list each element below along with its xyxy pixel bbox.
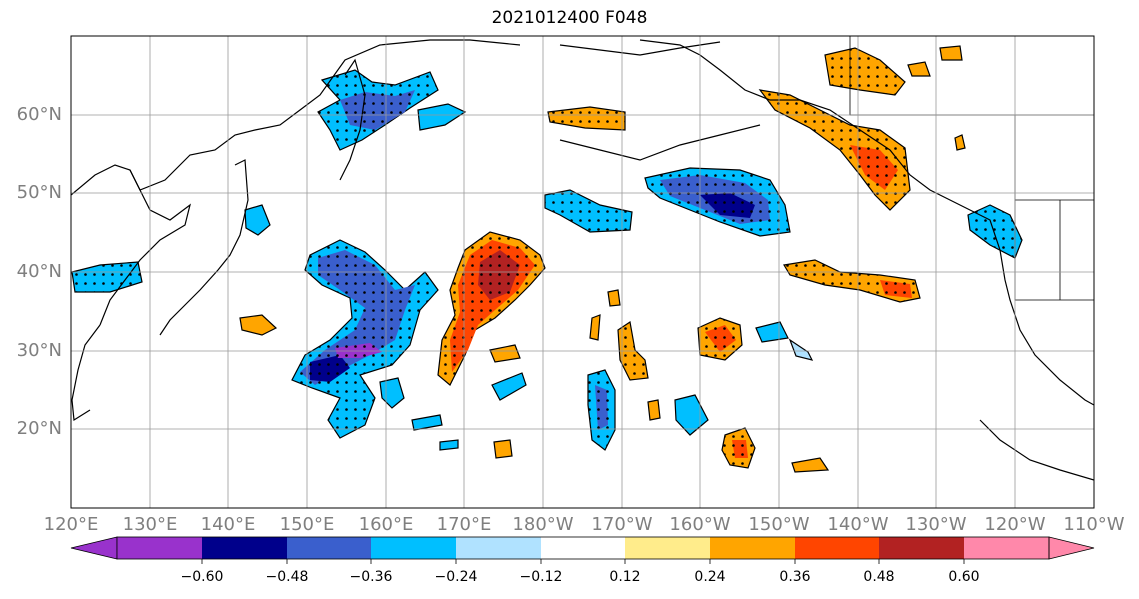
lon-label-130w: 130°W <box>905 514 967 535</box>
lon-label-120e: 120°E <box>43 514 99 535</box>
map-frame <box>70 35 1095 509</box>
lat-label-60n: 60°N <box>16 104 62 125</box>
gridlines <box>71 36 1094 508</box>
lon-label-140e: 140°E <box>200 514 256 535</box>
colorbar-label: −0.24 <box>434 569 478 585</box>
lat-label-30n: 30°N <box>16 340 62 361</box>
lon-label-180w: 180°W <box>512 514 574 535</box>
lat-label-50n: 50°N <box>16 182 62 203</box>
lon-label-150w: 150°W <box>748 514 810 535</box>
lat-label-40n: 40°N <box>16 261 62 282</box>
lon-label-110w: 110°W <box>1063 514 1125 535</box>
colorbar-label: −0.60 <box>180 569 224 585</box>
lon-label-120w: 120°W <box>984 514 1046 535</box>
colorbar-label: 0.12 <box>609 569 641 585</box>
colorbar-label: −0.48 <box>265 569 309 585</box>
anomaly-fields <box>71 45 1023 473</box>
map-area <box>71 36 1094 508</box>
lon-label-130e: 130°E <box>122 514 178 535</box>
lon-label-150e: 150°E <box>279 514 335 535</box>
lon-label-160w: 160°W <box>669 514 731 535</box>
colorbar-label: 0.60 <box>948 569 980 585</box>
lat-label-20n: 20°N <box>16 418 62 439</box>
coastlines <box>71 39 1094 481</box>
colorbar <box>70 536 1095 564</box>
colorbar-label: 0.48 <box>863 569 895 585</box>
map-title: 2021012400 F048 <box>491 8 648 28</box>
lon-label-160e: 160°E <box>358 514 414 535</box>
colorbar-label: 0.24 <box>694 569 726 585</box>
colorbar-label: 0.36 <box>779 569 811 585</box>
colorbar-label: −0.36 <box>349 569 393 585</box>
lon-label-170e: 170°E <box>436 514 492 535</box>
colorbar-label: −0.12 <box>519 569 563 585</box>
lon-label-170w: 170°W <box>591 514 653 535</box>
lon-label-140w: 140°W <box>827 514 889 535</box>
